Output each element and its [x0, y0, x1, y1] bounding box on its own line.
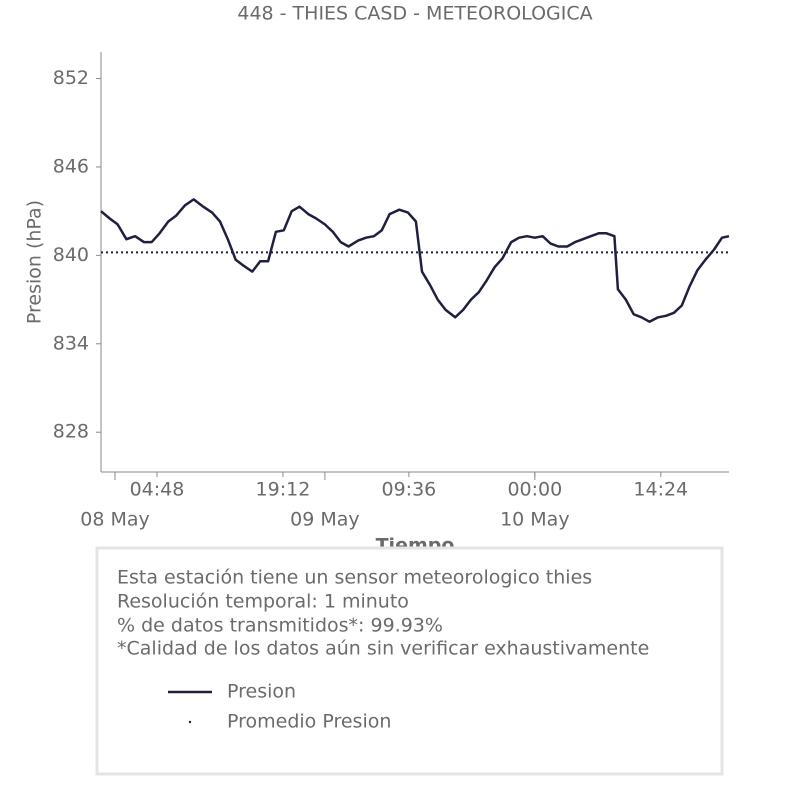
- info-line: *Calidad de los datos aún sin verificar …: [117, 638, 649, 660]
- y-tick-label: 846: [53, 155, 89, 177]
- series-line: [100, 198, 730, 323]
- x-tick-label: 09:36: [381, 479, 436, 501]
- info-line: % de datos transmitidos*: 99.93%: [117, 615, 443, 637]
- legend-swatch: [188, 720, 192, 724]
- x-tick-label: 04:48: [130, 479, 185, 501]
- chart-title: 448 - THIES CASD - METEOROLOGICA: [237, 3, 592, 25]
- y-axis-label: Presion (hPa): [24, 200, 46, 324]
- info-line: Resolución temporal: 1 minuto: [117, 591, 409, 613]
- legend-label: Promedio Presion: [227, 711, 391, 733]
- x-tick-label: 00:00: [507, 479, 562, 501]
- y-tick-label: 840: [53, 244, 89, 266]
- info-line: Esta estación tiene un sensor meteorolog…: [117, 567, 592, 589]
- x-tick-label: 19:12: [256, 479, 311, 501]
- y-tick-label: 834: [53, 332, 89, 354]
- x-major-tick-label: 10 May: [500, 509, 570, 531]
- x-major-tick-label: 08 May: [80, 509, 150, 531]
- legend-label: Presion: [227, 681, 296, 703]
- y-tick-label: 828: [53, 421, 89, 443]
- info-box: [95, 546, 724, 776]
- y-tick-label: 852: [53, 67, 89, 89]
- x-tick-label: 14:24: [633, 479, 688, 501]
- x-major-tick-label: 09 May: [290, 509, 360, 531]
